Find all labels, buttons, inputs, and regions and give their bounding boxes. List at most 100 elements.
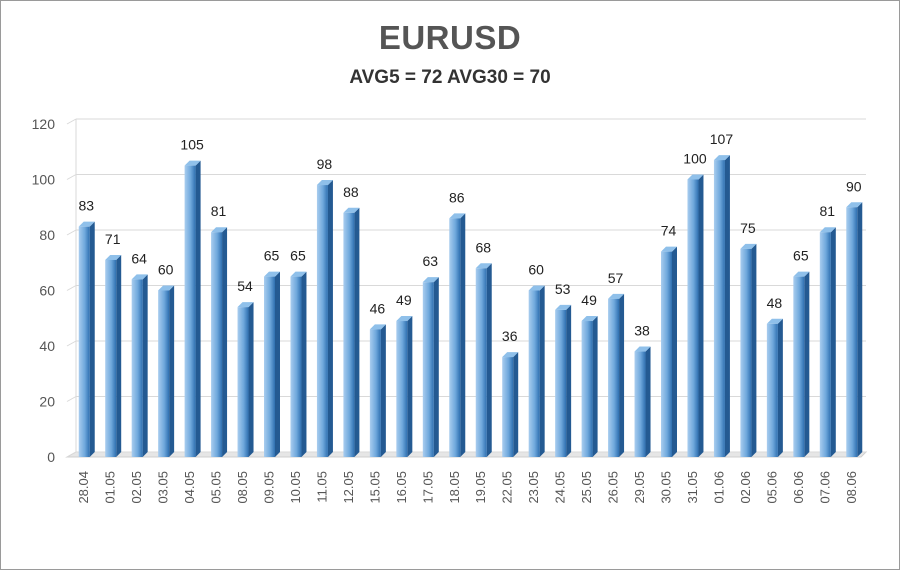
data-label: 86: [449, 189, 465, 205]
x-tick-label: 07.06: [817, 471, 832, 504]
bar-top: [396, 316, 413, 322]
bar-top: [422, 277, 439, 283]
y-tick-label: 0: [47, 449, 55, 465]
bar-top: [449, 213, 466, 219]
y-tick-label: 60: [39, 283, 55, 299]
y-tick-label: 80: [39, 227, 55, 243]
x-tick-label: 28.04: [76, 471, 91, 504]
bar-top: [713, 155, 730, 161]
bar: [793, 276, 805, 457]
gridline-depth: [66, 396, 77, 402]
data-label: 57: [608, 270, 624, 286]
bar-side: [380, 324, 386, 457]
x-tick-label: 05.05: [209, 471, 224, 504]
x-tick-label: 08.05: [235, 471, 250, 504]
bar: [316, 185, 328, 458]
bar: [343, 212, 355, 457]
bar-side: [672, 246, 677, 457]
data-label: 83: [78, 198, 94, 214]
bar-side: [275, 271, 280, 457]
bar-side: [513, 352, 519, 457]
bar-side: [539, 285, 545, 457]
y-tick-label: 100: [32, 172, 56, 188]
bar-side: [169, 285, 175, 457]
x-tick-label: 02.06: [738, 471, 753, 504]
bar-top: [608, 293, 625, 299]
bar-top: [502, 352, 519, 358]
bar-side: [804, 271, 810, 457]
x-tick-label: 08.06: [844, 471, 859, 504]
bar-top: [131, 274, 148, 280]
bar: [846, 207, 858, 457]
bar-side: [222, 227, 228, 457]
bar: [687, 179, 699, 457]
data-label: 74: [661, 223, 677, 239]
x-tick-label: 10.05: [288, 471, 303, 504]
gridline-depth: [66, 285, 77, 291]
bar-side: [724, 155, 730, 457]
bar-top: [290, 271, 307, 277]
bar-side: [89, 221, 95, 457]
bar-side: [327, 180, 333, 458]
data-label: 49: [581, 292, 597, 308]
bar-side: [301, 271, 307, 457]
x-tick-label: 24.05: [553, 471, 568, 504]
bar-side: [142, 274, 148, 457]
data-label: 48: [767, 295, 783, 311]
bar-top: [316, 180, 333, 186]
bar-side: [857, 202, 863, 457]
x-tick-label: 25.05: [579, 471, 594, 504]
data-label: 38: [634, 323, 650, 339]
bar: [634, 351, 646, 457]
x-tick-label: 01.06: [711, 471, 726, 504]
bar: [422, 282, 434, 457]
data-label: 64: [131, 250, 147, 266]
bar: [131, 279, 143, 457]
chart-title: EURUSD: [378, 19, 522, 56]
bar: [369, 329, 381, 457]
data-label: 36: [502, 328, 518, 344]
gridline-depth: [66, 229, 77, 236]
bar-side: [460, 213, 466, 457]
bar-top: [661, 246, 677, 252]
y-tick-label: 40: [39, 338, 55, 354]
data-label: 105: [180, 137, 204, 153]
bar: [396, 321, 408, 457]
y-tick-label: 120: [32, 116, 56, 132]
data-label: 98: [317, 156, 333, 172]
data-label: 65: [290, 248, 306, 264]
bar-top: [687, 174, 704, 180]
bar-top: [555, 304, 572, 310]
bar-side: [433, 277, 439, 457]
bar-side: [698, 174, 704, 457]
data-label: 71: [105, 231, 121, 247]
bar-top: [846, 202, 863, 208]
data-label: 75: [740, 220, 756, 236]
x-tick-label: 11.05: [314, 471, 329, 503]
bar-side: [830, 227, 836, 457]
bar-top: [766, 318, 783, 324]
bar-top: [78, 221, 95, 227]
bar: [237, 307, 249, 457]
gridline-depth: [66, 174, 77, 180]
bar-top: [105, 254, 122, 260]
data-label: 63: [423, 253, 439, 269]
x-tick-label: 29.05: [632, 471, 647, 504]
bar: [528, 290, 540, 457]
bar: [713, 160, 725, 457]
data-label: 65: [793, 248, 809, 264]
bar-top: [634, 346, 651, 352]
bar-side: [592, 316, 598, 457]
bar-top: [475, 263, 492, 269]
data-label: 81: [211, 203, 227, 219]
gridline-depth: [66, 118, 77, 125]
bar: [555, 309, 567, 457]
data-label: 60: [528, 262, 544, 278]
x-tick-label: 30.05: [659, 471, 674, 504]
x-tick-label: 23.05: [526, 471, 541, 504]
bar-top: [819, 227, 836, 233]
x-tick-label: 03.05: [156, 471, 171, 504]
x-tick-label: 04.05: [182, 471, 197, 504]
x-tick-label: 02.05: [129, 471, 144, 504]
